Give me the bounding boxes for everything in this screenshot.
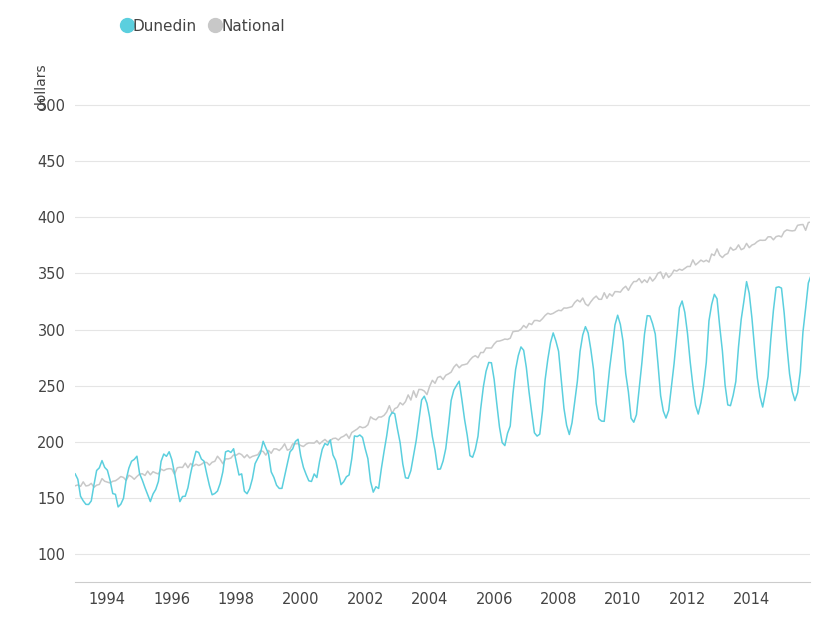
Legend: Dunedin, National: Dunedin, National	[127, 19, 286, 34]
Y-axis label: dollars: dollars	[35, 63, 48, 110]
